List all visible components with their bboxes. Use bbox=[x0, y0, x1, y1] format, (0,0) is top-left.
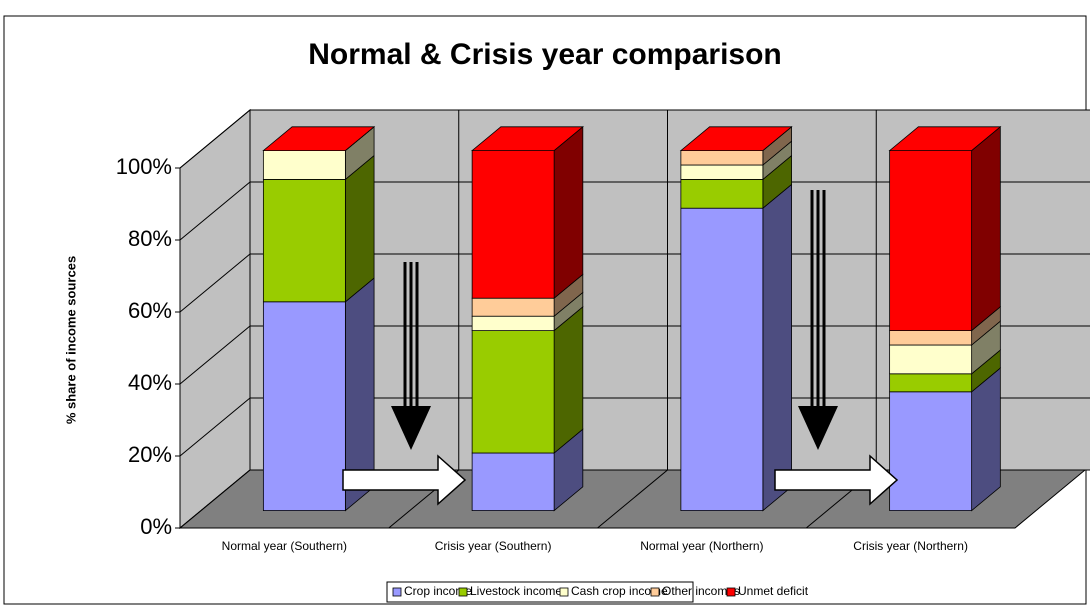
bar-segment bbox=[471, 330, 555, 454]
bar-side bbox=[971, 125, 1001, 332]
bar-top bbox=[471, 126, 584, 152]
bar-side bbox=[762, 183, 792, 512]
bar-top bbox=[262, 126, 376, 152]
legend-label: Cash crop income bbox=[571, 584, 668, 598]
bar-top bbox=[888, 126, 1002, 152]
bar-segment bbox=[471, 315, 555, 332]
grid-line bbox=[179, 325, 1090, 385]
grid-line bbox=[179, 181, 1090, 241]
bar-segment bbox=[889, 373, 973, 393]
bar-segment bbox=[889, 391, 973, 511]
bar-side bbox=[971, 367, 1001, 512]
legend-swatch bbox=[650, 587, 660, 597]
legend-label: Livestock income bbox=[470, 584, 562, 598]
y-tick-label: 80% bbox=[128, 226, 172, 251]
x-tick-label: Normal year (Southern) bbox=[222, 539, 347, 553]
bar-segment bbox=[680, 207, 764, 511]
bar-segment bbox=[471, 297, 555, 317]
legend-swatch bbox=[726, 587, 736, 597]
side-wall bbox=[179, 108, 251, 530]
y-tick-label: 100% bbox=[116, 154, 172, 179]
x-tick-label: Crisis year (Southern) bbox=[435, 539, 552, 553]
transition-arrow bbox=[342, 454, 467, 506]
grid-line bbox=[179, 109, 1090, 169]
grid-line bbox=[179, 397, 1090, 457]
bar-side bbox=[344, 154, 375, 303]
y-tick-label: 60% bbox=[128, 298, 172, 323]
legend-swatch bbox=[392, 587, 402, 597]
bar-segment bbox=[889, 344, 973, 375]
legend-label: Other incomes bbox=[662, 584, 740, 598]
legend-label: Unmet deficit bbox=[738, 584, 809, 598]
bar-top bbox=[679, 126, 793, 152]
bar-side bbox=[553, 305, 584, 454]
y-tick-label: 40% bbox=[128, 370, 172, 395]
chart-title: Normal & Crisis year comparison bbox=[308, 38, 782, 71]
y-axis-title: % share of income sources bbox=[63, 256, 78, 424]
bar-segment bbox=[889, 330, 973, 346]
y-tick-label: 20% bbox=[128, 442, 172, 467]
bar-segment bbox=[262, 301, 346, 511]
grid-line bbox=[179, 253, 1090, 313]
bar-segment bbox=[680, 164, 764, 180]
bar-side bbox=[553, 125, 584, 300]
legend-box bbox=[386, 581, 694, 603]
transition-arrow bbox=[774, 454, 899, 506]
bar-segment bbox=[889, 150, 973, 332]
bar-segment bbox=[471, 150, 555, 299]
bar-segment bbox=[262, 178, 346, 303]
bar-segment bbox=[262, 150, 346, 180]
bar-segment bbox=[680, 150, 764, 166]
x-tick-label: Normal year (Northern) bbox=[640, 539, 763, 553]
bar-segment bbox=[680, 178, 764, 209]
x-tick-label: Crisis year (Northern) bbox=[853, 539, 968, 553]
y-tick-label: 0% bbox=[140, 514, 172, 539]
legend-swatch bbox=[559, 587, 569, 597]
legend-label: Crop income bbox=[404, 584, 472, 598]
decline-arrow-head bbox=[798, 406, 838, 450]
legend-swatch bbox=[458, 587, 468, 597]
decline-arrow-head bbox=[391, 406, 431, 450]
bar-segment bbox=[471, 452, 555, 511]
